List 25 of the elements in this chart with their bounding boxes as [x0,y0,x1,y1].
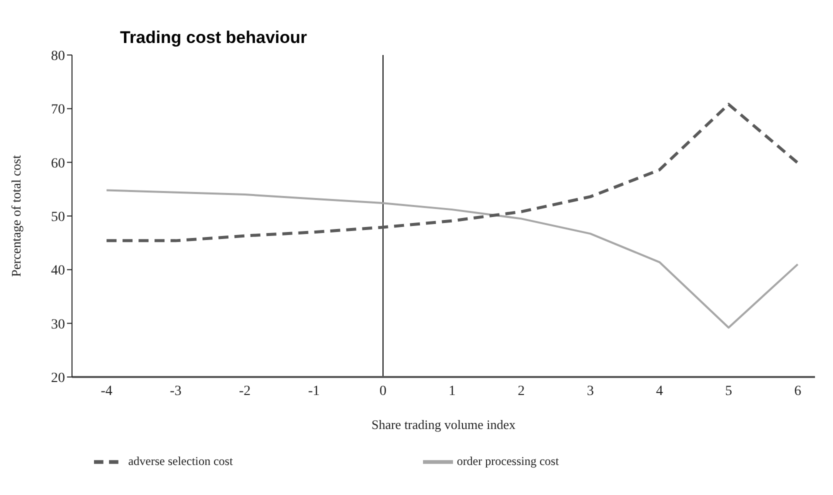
legend-label: adverse selection cost [128,454,233,468]
x-tick-label: 5 [725,384,732,399]
y-tick-label: 50 [51,210,65,225]
x-tick-label: 6 [794,384,802,399]
x-tick-label: 2 [518,384,525,399]
y-tick-label: 20 [51,370,65,386]
x-tick-label: 0 [380,384,387,399]
x-tick-label: 3 [586,384,594,399]
y-tick-label: 80 [51,48,65,64]
x-tick-label: 4 [656,384,663,399]
y-tick-label: 60 [51,156,65,172]
y-axis-title: Percentage of total cost [8,154,24,277]
y-tick-label: 30 [51,317,65,332]
x-tick-label: -4 [100,384,112,399]
x-tick-label: 1 [448,384,456,399]
x-tick-label: -2 [238,384,251,399]
x-tick-label: -3 [170,384,182,399]
line-series [105,102,800,242]
x-tick-label: -1 [308,384,320,399]
chart-title: Trading cost behaviour [120,28,308,48]
line-series [106,189,799,329]
legend-label: order processing cost [456,454,559,468]
y-tick-label: 40 [51,264,65,279]
y-tick-label: 70 [51,102,65,118]
x-axis-title: Share trading volume index [371,417,516,432]
